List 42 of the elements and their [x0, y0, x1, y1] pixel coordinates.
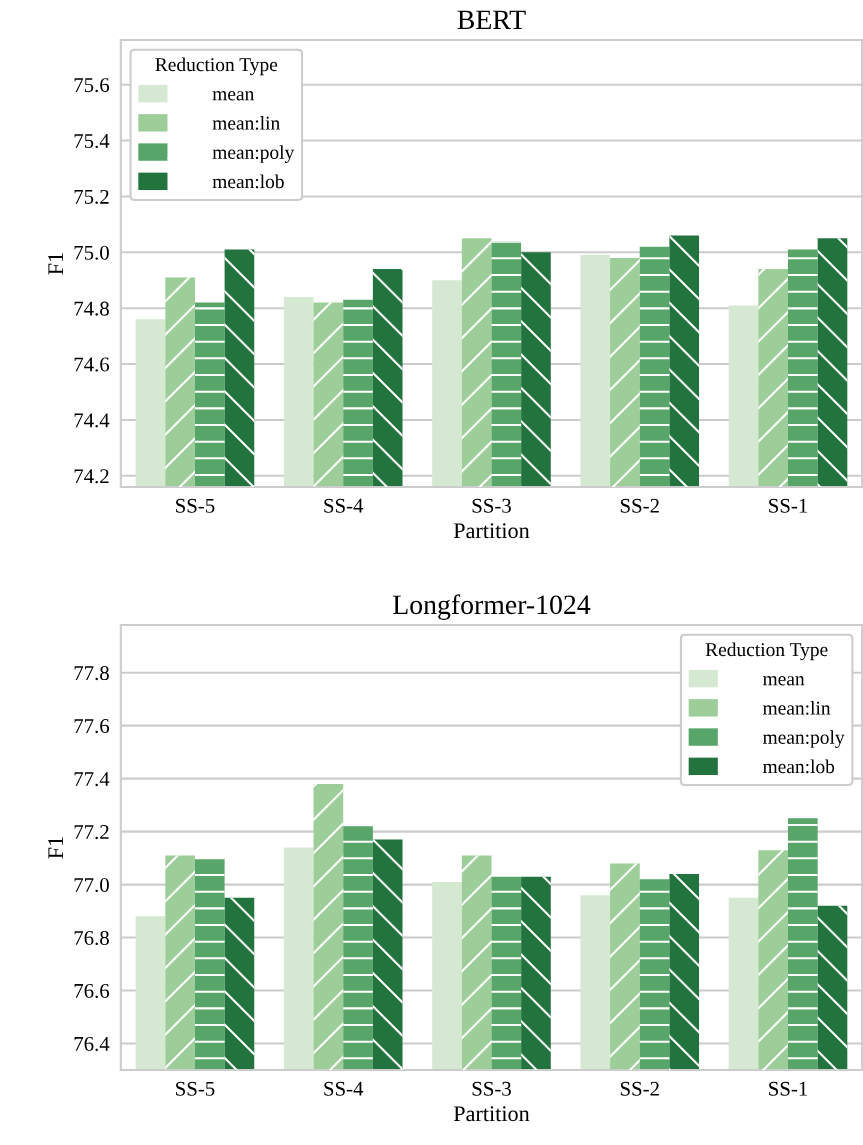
y-tick-label: 74.8 — [74, 301, 109, 316]
y-tick-label: 76.4 — [74, 1036, 110, 1052]
chart-title: BERT — [457, 10, 526, 29]
x-tick-label: SS-1 — [769, 498, 808, 513]
y-tick-label: 77.6 — [74, 719, 110, 734]
legend-label: mean:poly — [212, 145, 295, 163]
y-tick-label: 77.8 — [74, 666, 109, 681]
legend-label: mean:lin — [212, 116, 280, 130]
y-tick-label: 75.2 — [74, 189, 109, 204]
legend-label: mean:poly — [762, 730, 845, 748]
legend-title: Reduction Type — [705, 642, 828, 661]
x-tick-label: SS-3 — [472, 1081, 511, 1096]
legend-label: mean — [762, 676, 805, 686]
y-axis-title: F1 — [48, 253, 63, 275]
legend-label: mean:lob — [212, 174, 284, 189]
y-tick-label: 77.4 — [74, 772, 110, 787]
y-tick-label: 75.0 — [74, 245, 109, 260]
y-tick-label: 77.0 — [74, 877, 109, 893]
legend-label: mean — [212, 91, 255, 101]
y-tick-label: 75.6 — [74, 78, 110, 93]
x-tick-label: SS-4 — [324, 1081, 364, 1096]
legend-label: mean:lob — [762, 759, 835, 774]
x-axis-title: Partition — [453, 1106, 530, 1122]
y-tick-label: 77.2 — [74, 825, 109, 840]
legend-title: Reduction Type — [155, 57, 278, 76]
x-tick-label: SS-1 — [769, 1081, 808, 1096]
y-tick-label: 76.8 — [74, 930, 109, 946]
chart-title: Longformer-1024 — [393, 594, 591, 620]
x-tick-label: SS-4 — [324, 498, 364, 513]
y-tick-label: 74.4 — [74, 413, 110, 428]
y-axis-title: F1 — [48, 837, 63, 859]
x-tick-label: SS-2 — [620, 1081, 659, 1096]
x-tick-label: SS-2 — [620, 498, 659, 513]
x-tick-label: SS-5 — [176, 1081, 215, 1096]
x-tick-label: SS-5 — [176, 498, 215, 513]
y-tick-label: 74.2 — [74, 469, 109, 484]
x-tick-label: SS-3 — [472, 498, 511, 513]
legend-label: mean:lin — [762, 701, 831, 715]
y-tick-label: 74.6 — [74, 357, 110, 372]
y-tick-label: 76.6 — [74, 983, 110, 999]
x-axis-title: Partition — [453, 523, 530, 539]
y-tick-label: 75.4 — [74, 134, 110, 149]
